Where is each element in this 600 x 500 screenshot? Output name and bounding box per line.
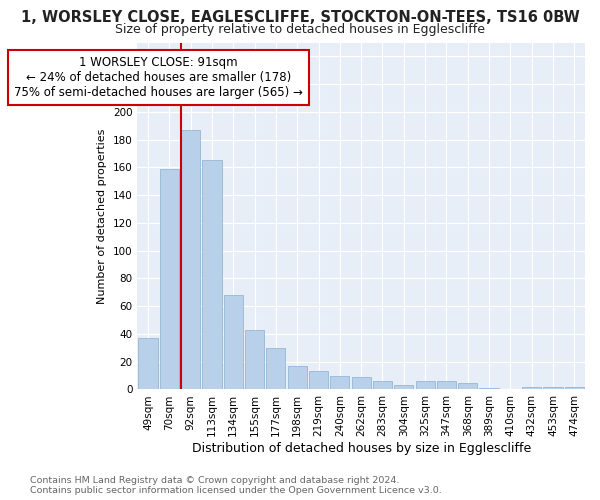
Text: Contains HM Land Registry data © Crown copyright and database right 2024.
Contai: Contains HM Land Registry data © Crown c… [30, 476, 442, 495]
X-axis label: Distribution of detached houses by size in Egglescliffe: Distribution of detached houses by size … [191, 442, 531, 455]
Bar [373, 381, 392, 390]
Bar [245, 330, 264, 390]
Y-axis label: Number of detached properties: Number of detached properties [97, 128, 107, 304]
Bar [287, 366, 307, 390]
Text: Size of property relative to detached houses in Egglescliffe: Size of property relative to detached ho… [115, 22, 485, 36]
Bar [522, 386, 541, 390]
Bar [330, 376, 349, 390]
Bar [202, 160, 221, 390]
Bar [437, 381, 456, 390]
Bar [544, 386, 563, 390]
Bar [266, 348, 286, 390]
Bar [309, 372, 328, 390]
Bar [160, 169, 179, 390]
Bar [224, 295, 243, 390]
Bar [181, 130, 200, 390]
Bar [139, 338, 158, 390]
Text: 1 WORSLEY CLOSE: 91sqm
← 24% of detached houses are smaller (178)
75% of semi-de: 1 WORSLEY CLOSE: 91sqm ← 24% of detached… [14, 56, 303, 100]
Text: 1, WORSLEY CLOSE, EAGLESCLIFFE, STOCKTON-ON-TEES, TS16 0BW: 1, WORSLEY CLOSE, EAGLESCLIFFE, STOCKTON… [20, 10, 580, 25]
Bar [394, 386, 413, 390]
Bar [458, 382, 478, 390]
Bar [352, 377, 371, 390]
Bar [479, 388, 499, 390]
Bar [416, 381, 434, 390]
Bar [565, 386, 584, 390]
